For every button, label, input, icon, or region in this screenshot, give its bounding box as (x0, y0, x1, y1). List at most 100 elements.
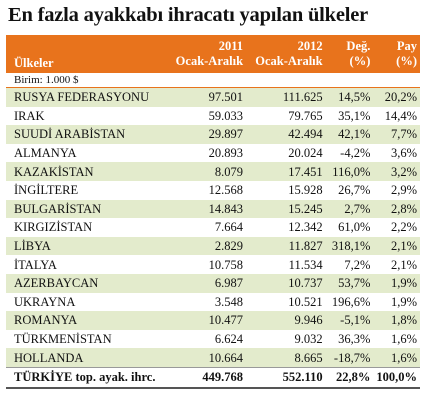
table-body: Birim: 1.000 $ RUSYA FEDERASYONU 97.501 11… (6, 73, 420, 389)
column-header-line: (%) (396, 54, 417, 68)
table-row: UKRAYNA 3.548 10.521 196,6% 1,9% (6, 293, 420, 312)
table-row: ALMANYA 20.893 20.024 -4,2% 3,6% (6, 144, 420, 163)
value-cell: 42,1% (325, 125, 374, 144)
table-row: AZERBAYCAN 6.987 10.737 53,7% 1,9% (6, 273, 420, 293)
column-header: Ülkeler (6, 35, 167, 73)
table-row: LİBYA 2.829 11.827 318,1% 2,1% (6, 236, 420, 256)
country-cell: KAZAKİSTAN (6, 162, 167, 181)
value-cell: 552.110 (246, 366, 326, 389)
value-cell: 15.928 (288, 183, 323, 198)
value-cell: 2.829 (166, 236, 247, 256)
value-cell: 196,6% (331, 294, 371, 309)
value-cell: 9.946 (246, 311, 326, 330)
value-cell: 2,1% (390, 257, 417, 272)
value-cell: 12.342 (288, 220, 323, 235)
value-cell: 2,8% (373, 199, 420, 219)
value-cell: 14.843 (166, 199, 247, 219)
value-cell: 79.765 (288, 108, 323, 123)
value-cell: 7.664 (214, 220, 244, 235)
value-cell: 6.624 (214, 332, 244, 347)
table-row: HOLLANDA 10.664 8.665 -18,7% 1,6% (6, 348, 420, 368)
value-cell: 10.758 (208, 257, 244, 272)
country-cell: İTALYA (14, 257, 57, 272)
value-cell: 11.534 (288, 257, 323, 272)
column-header-line: (%) (349, 54, 371, 68)
value-cell: 1,9% (390, 294, 417, 309)
value-cell: 3.548 (214, 294, 244, 309)
value-cell: 8.665 (246, 348, 326, 368)
country-cell: ROMANYA (6, 311, 167, 330)
value-cell: 3,2% (373, 162, 420, 181)
value-cell: 10.521 (288, 294, 323, 309)
country-cell: ALMANYA (14, 146, 77, 161)
value-cell: 111.625 (246, 87, 326, 107)
value-cell: 53,7% (325, 273, 374, 293)
country-cell: IRAK (14, 108, 45, 123)
value-cell: 1,6% (373, 348, 420, 368)
column-header-line: Değ. (346, 39, 371, 53)
table-row: RUSYA FEDERASYONU 97.501 111.625 14,5% 20,2% (6, 87, 420, 107)
value-cell: 318,1% (325, 236, 374, 256)
value-cell: 10.737 (246, 273, 326, 293)
country-cell: İNGİLTERE (14, 183, 79, 198)
value-cell: 1,9% (373, 273, 420, 293)
country-cell: BULGARİSTAN (6, 199, 167, 219)
country-cell: TÜRKMENİSTAN (14, 332, 112, 347)
table-row: TÜRKİYE top. ayak. ihrc. 449.768 552.110 22… (6, 366, 420, 389)
table-row: İNGİLTERE 12.568 15.928 26,7% 2,9% (6, 181, 420, 200)
value-cell: 59.033 (208, 108, 244, 123)
value-cell: 20.024 (288, 146, 323, 161)
table-row: SUUDİ ARABİSTAN 29.897 42.494 42,1% 7,7% (6, 125, 420, 144)
value-cell: 449.768 (166, 366, 247, 389)
value-cell: 26,7% (338, 183, 371, 198)
value-cell: 10.664 (166, 348, 247, 368)
column-header-line: Ocak-Aralık (255, 54, 323, 68)
table-row: BULGARİSTAN 14.843 15.245 2,7% 2,8% (6, 199, 420, 219)
value-cell: 6.987 (166, 273, 247, 293)
value-cell: 20,2% (373, 87, 420, 107)
value-cell: 2,9% (390, 183, 417, 198)
value-cell: -4,2% (340, 146, 371, 161)
unit-row: Birim: 1.000 $ (6, 73, 420, 88)
table-row: ROMANYA 10.477 9.946 -5,1% 1,8% (6, 311, 420, 330)
value-cell: -5,1% (325, 311, 374, 330)
value-cell: 22,8% (325, 366, 374, 389)
value-cell: 15.245 (246, 199, 326, 219)
value-cell: 1,6% (390, 332, 417, 347)
value-cell: 3,6% (390, 146, 417, 161)
column-header: Değ. (%) (325, 35, 374, 73)
value-cell: 7,7% (373, 125, 420, 144)
table-row: KIRGIZİSTAN 7.664 12.342 61,0% 2,2% (6, 218, 420, 237)
value-cell: 2,2% (390, 220, 417, 235)
value-cell: 100,0% (373, 366, 420, 389)
table-row: İTALYA 10.758 11.534 7,2% 2,1% (6, 255, 420, 274)
table-row: TÜRKMENİSTAN 6.624 9.032 36,3% 1,6% (6, 330, 420, 349)
country-cell: HOLLANDA (6, 348, 167, 368)
value-cell: 1,8% (373, 311, 420, 330)
column-header-line: 2012 (297, 39, 323, 53)
value-cell: 7,2% (344, 257, 371, 272)
value-cell: 17.451 (246, 162, 326, 181)
value-cell: 14,5% (325, 87, 374, 107)
value-cell: 42.494 (246, 125, 326, 144)
value-cell: 12.568 (208, 183, 244, 198)
header-row: Ülkeler 2011 Ocak-Aralık 2012 Ocak-Aralık … (6, 35, 420, 73)
value-cell: 9.032 (294, 332, 323, 347)
value-cell: 20.893 (208, 146, 244, 161)
country-cell: LİBYA (6, 236, 167, 256)
table-row: IRAK 59.033 79.765 35,1% 14,4% (6, 107, 420, 126)
country-cell: UKRAYNA (14, 294, 76, 309)
value-cell: 8.079 (166, 162, 247, 181)
column-header-line: Pay (396, 39, 417, 53)
value-cell: 97.501 (166, 87, 247, 107)
table-row: KAZAKİSTAN 8.079 17.451 116,0% 3,2% (6, 162, 420, 181)
country-cell: KIRGIZİSTAN (14, 220, 93, 235)
unit-note: Birim: 1.000 $ (6, 73, 420, 88)
value-cell: 36,3% (338, 332, 371, 347)
column-header-line: Ocak-Aralık (175, 54, 244, 68)
title: En fazla ayakkabı ihracatı yapılan ülkel… (8, 4, 369, 26)
country-cell: RUSYA FEDERASYONU (6, 87, 167, 107)
value-cell: 14,4% (384, 108, 417, 123)
value-cell: 116,0% (325, 162, 374, 181)
export-table: Ülkeler 2011 Ocak-Aralık 2012 Ocak-Aralık … (6, 35, 420, 389)
